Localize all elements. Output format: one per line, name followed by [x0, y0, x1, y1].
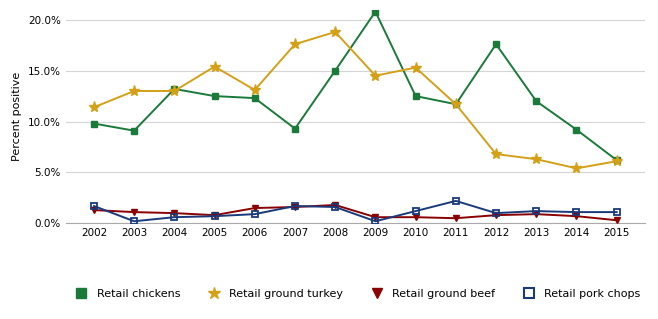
Legend: Retail chickens, Retail ground turkey, Retail ground beef, Retail pork chops: Retail chickens, Retail ground turkey, R…	[70, 289, 640, 299]
Y-axis label: Percent positive: Percent positive	[13, 72, 22, 161]
